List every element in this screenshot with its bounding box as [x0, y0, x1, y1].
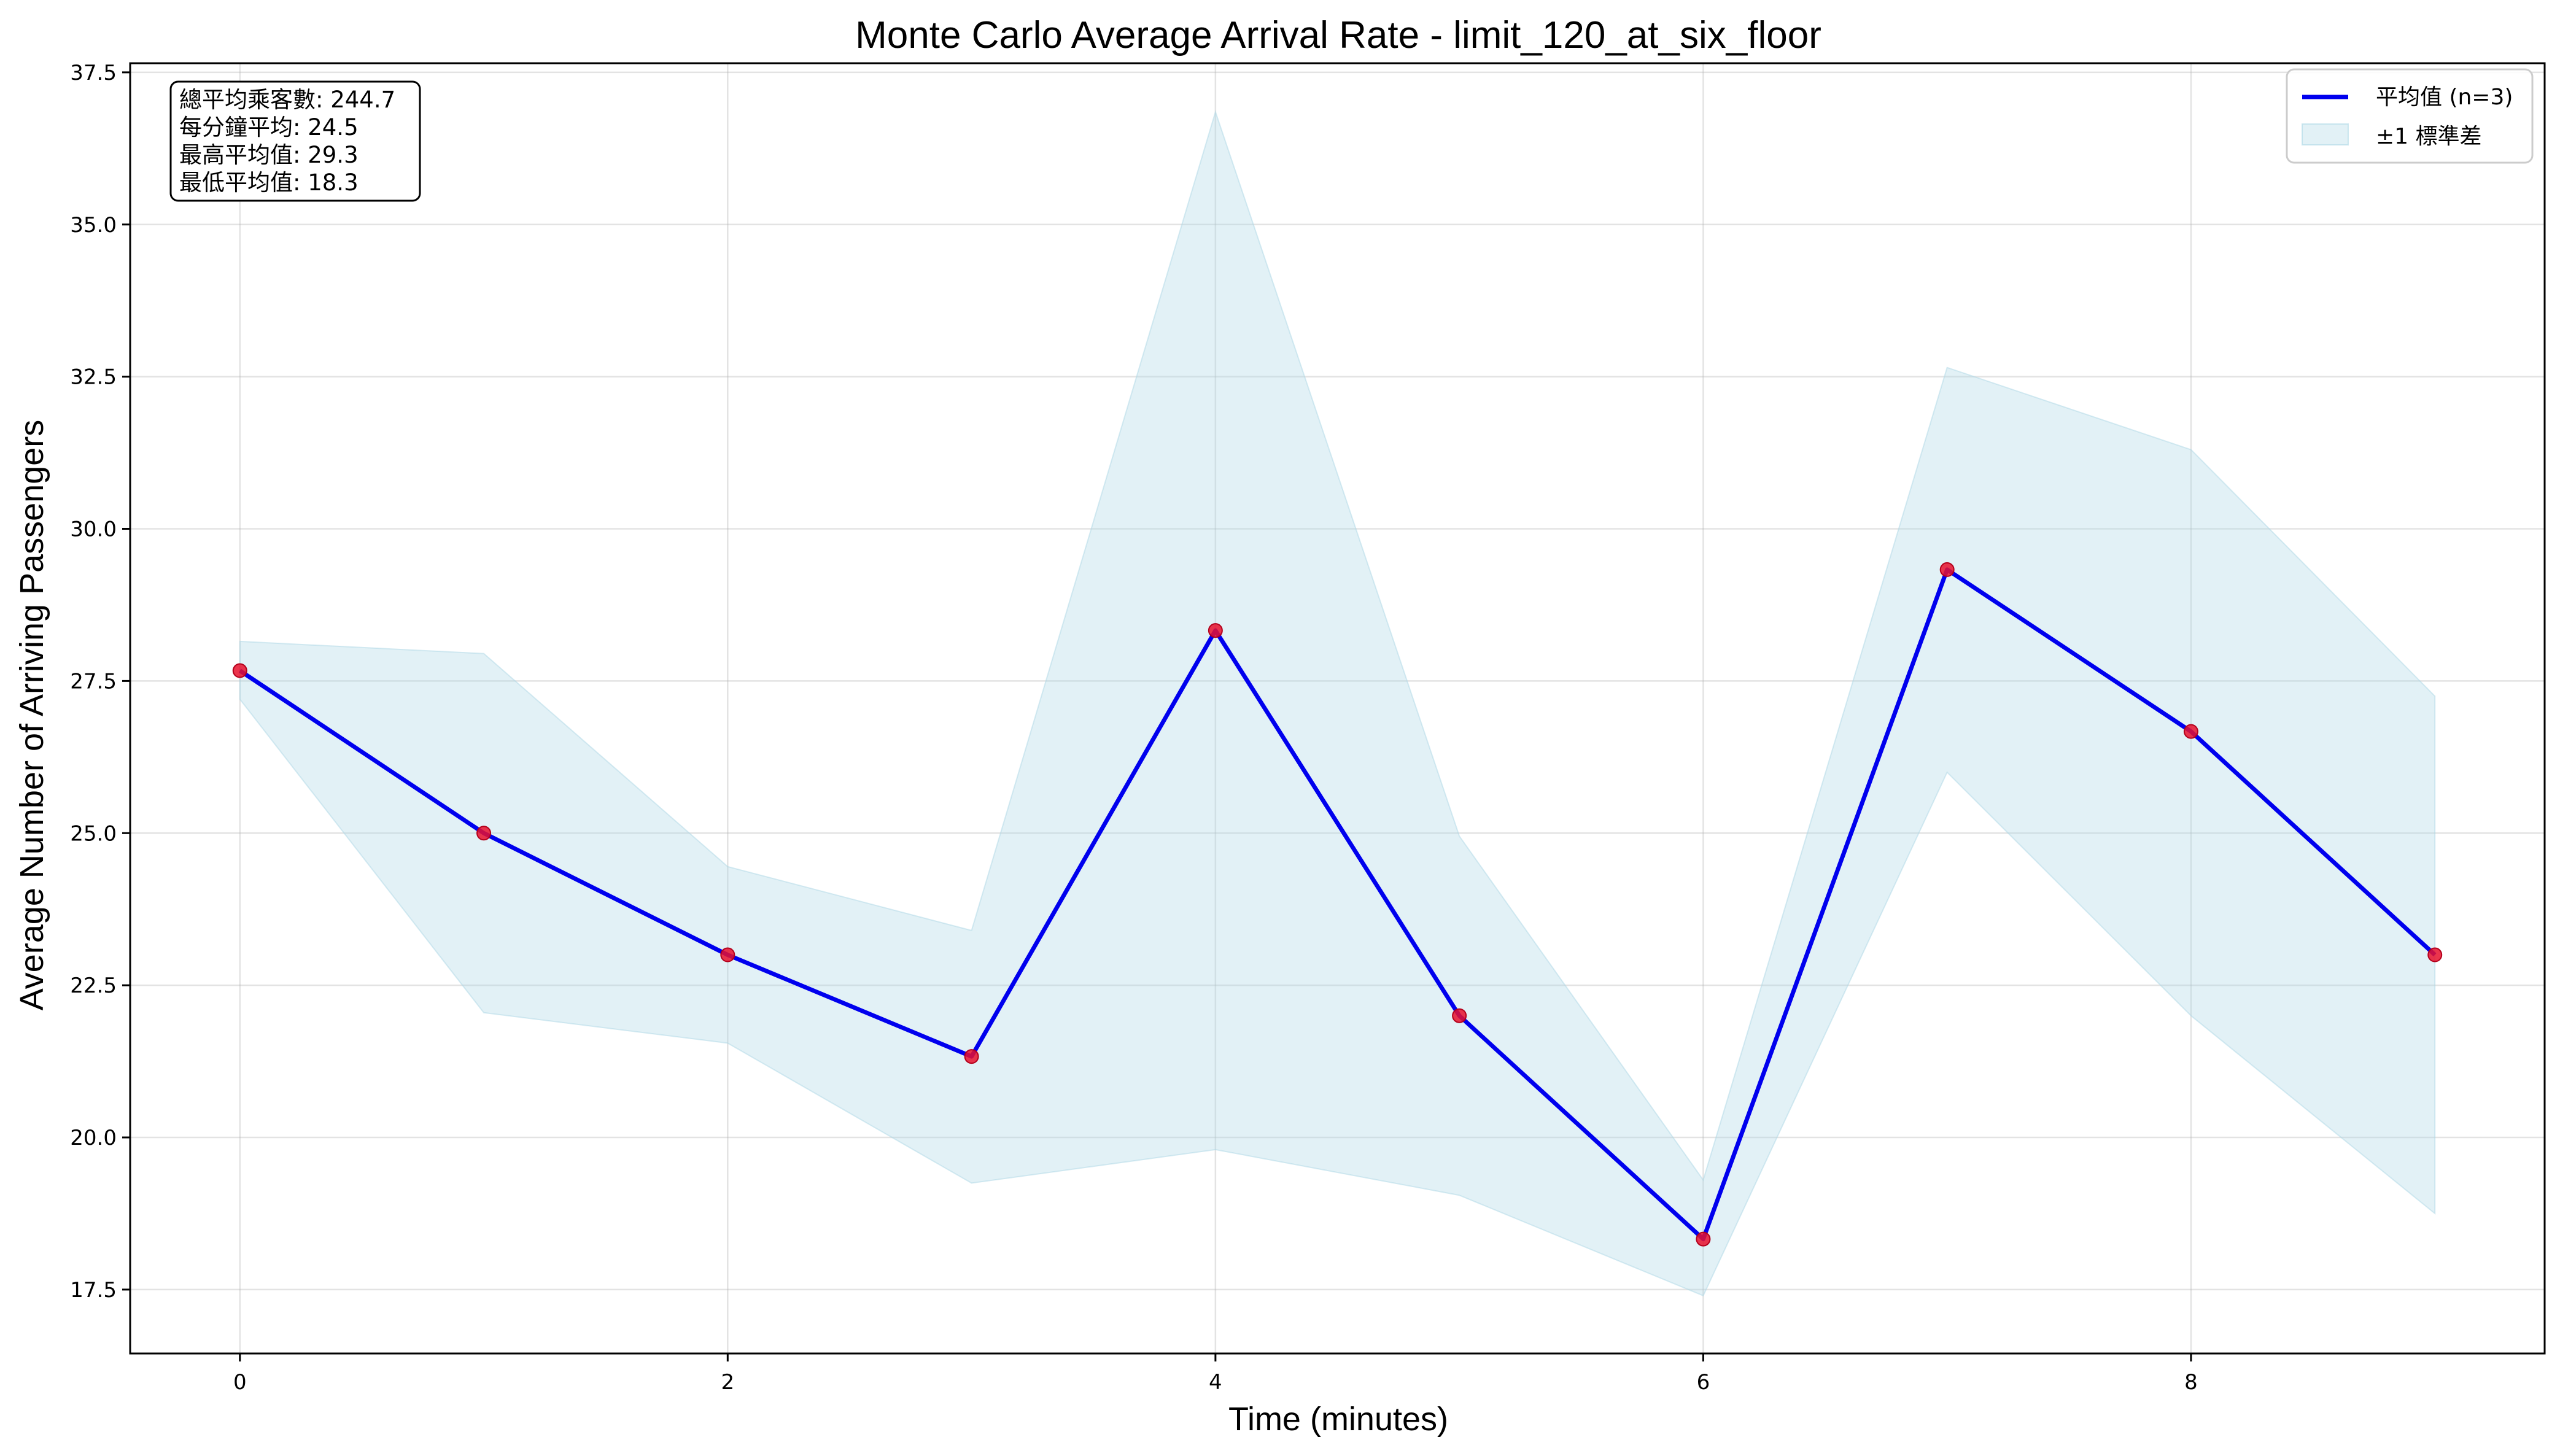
legend-band-swatch — [2302, 123, 2349, 145]
x-tick-label-1: 2 — [721, 1370, 734, 1395]
x-axis-ticks: 0 2 4 6 8 — [233, 1353, 2198, 1395]
chart-title: Monte Carlo Average Arrival Rate - limit… — [855, 14, 1821, 56]
mean-point-6 — [1696, 1231, 1711, 1247]
stats-box-frame — [169, 80, 421, 202]
mean-point-8 — [2183, 724, 2198, 739]
mean-point-2 — [720, 947, 735, 962]
stats-per-minute-avg: 每分鐘平均: 24.5 — [179, 114, 359, 141]
y-tick-label-5: 30.0 — [70, 517, 117, 542]
marker-layer — [232, 562, 2443, 1247]
y-axis-label: Average Number of Arriving Passengers — [14, 420, 50, 1010]
mean-point-7 — [1939, 562, 1955, 577]
y-tick-label-8: 37.5 — [70, 61, 117, 85]
x-tick-label-2: 4 — [1209, 1370, 1222, 1395]
x-tick-label-0: 0 — [233, 1370, 247, 1395]
x-tick-label-3: 6 — [1697, 1370, 1710, 1395]
y-tick-label-2: 22.5 — [70, 974, 117, 998]
mean-point-5 — [1452, 1008, 1467, 1023]
y-tick-label-0: 17.5 — [70, 1278, 117, 1303]
mean-series-line — [238, 567, 2437, 1242]
stats-box: 總平均乘客數: 244.7 每分鐘平均: 24.5 最高平均值: 29.3 最低… — [169, 80, 421, 202]
stats-total-avg: 總平均乘客數: 244.7 — [179, 87, 395, 113]
plot-area-frame — [129, 62, 2546, 1355]
legend-mean-label: 平均值 (n=3) — [2376, 85, 2513, 110]
series-layer — [238, 567, 2437, 1242]
std-band-layer — [239, 110, 2436, 1297]
grid-lines — [130, 63, 2545, 1353]
mean-point-4 — [1208, 623, 1223, 638]
x-axis-label: Time (minutes) — [1228, 1401, 1448, 1438]
y-axis-ticks: 17.5 20.0 22.5 25.0 27.5 30.0 32.5 35.0 37.5 — [70, 61, 130, 1303]
x-tick-label-4: 8 — [2184, 1370, 2198, 1395]
mean-point-1 — [476, 826, 492, 841]
y-tick-label-3: 25.0 — [70, 821, 117, 846]
stats-max-avg: 最高平均值: 29.3 — [179, 142, 359, 168]
y-tick-label-6: 32.5 — [70, 365, 117, 390]
mean-point-0 — [232, 663, 247, 678]
mean-point-3 — [964, 1049, 979, 1064]
mean-point-9 — [2427, 947, 2443, 962]
legend: 平均值 (n=3) ±1 標準差 — [2286, 68, 2534, 164]
legend-band-label: ±1 標準差 — [2376, 124, 2482, 149]
y-tick-label-4: 27.5 — [70, 669, 117, 694]
stats-min-avg: 最低平均值: 18.3 — [179, 169, 359, 196]
std-band-area — [239, 110, 2436, 1297]
y-tick-label-1: 20.0 — [70, 1126, 117, 1150]
y-tick-label-7: 35.0 — [70, 213, 117, 238]
